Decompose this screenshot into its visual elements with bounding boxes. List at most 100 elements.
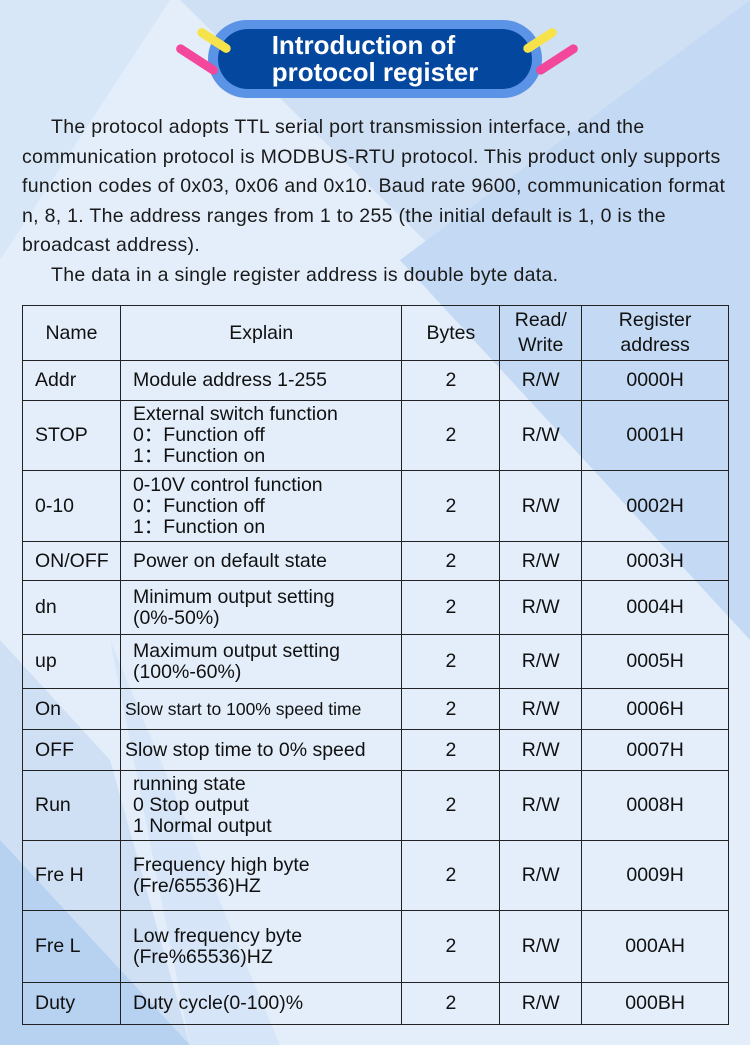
intro-paragraph-1: The protocol adopts TTL serial port tran… <box>22 116 726 256</box>
cell-read-write: R/W <box>499 400 583 471</box>
explain-line: 1：Function on <box>132 445 266 467</box>
intro-text: The protocol adopts TTL serial port tran… <box>22 113 730 290</box>
cell-name: Fre H <box>22 840 121 911</box>
header-addr-line-2: address <box>620 334 690 356</box>
cell-register-address: 0002H <box>581 470 729 542</box>
cell-register-address: 0003H <box>581 541 729 581</box>
table-row: Fre H Frequency high byte (Fre/65536)HZ 2 R/… <box>22 840 729 911</box>
cell-bytes: 2 <box>401 470 501 542</box>
title-banner-inner: Introduction of protocol register <box>218 29 532 89</box>
cell-bytes: 2 <box>401 580 501 635</box>
table-row: 0-10 0-10V control function 0：Function off… <box>22 470 729 542</box>
explain-line: Power on default state <box>132 549 327 572</box>
cell-read-write: R/W <box>499 634 583 689</box>
cell-register-address: 0006H <box>581 688 729 730</box>
cell-read-write: R/W <box>499 541 583 581</box>
explain-line: 0-10V control function <box>132 473 323 496</box>
cell-name: up <box>22 634 121 689</box>
cell-register-address: 0000H <box>581 360 729 401</box>
cell-explain: 0-10V control function 0：Function off 1：Fu… <box>119 470 403 542</box>
title-banner: Introduction of protocol register <box>208 20 542 98</box>
cell-bytes: 2 <box>401 910 501 983</box>
cell-bytes: 2 <box>401 400 501 471</box>
explain-line: (100%-60%) <box>132 660 242 683</box>
cell-name: OFF <box>22 729 121 771</box>
cell-bytes: 2 <box>401 840 501 911</box>
cell-name: ON/OFF <box>22 541 121 581</box>
table-row: Addr Module address 1-255 2 R/W 0000H <box>22 360 729 401</box>
intro-paragraph-2: The data in a single register address is… <box>51 263 559 286</box>
table-row: STOP External switch function 0：Function o… <box>22 400 729 471</box>
cell-register-address: 0005H <box>581 634 729 689</box>
explain-line: (Fre%65536)HZ <box>132 945 273 968</box>
table-row: OFF Slow stop time to 0% speed 2 R/W 0007H <box>22 729 729 771</box>
cell-name: Duty <box>22 982 121 1025</box>
explain-line: (Fre/65536)HZ <box>132 874 261 897</box>
cell-register-address: 000BH <box>581 982 729 1025</box>
cell-explain: running state 0 Stop output 1 Normal outpu… <box>119 770 403 841</box>
header-read-write: Read/Write <box>499 305 583 361</box>
page-title: Introduction of protocol register <box>272 32 479 86</box>
cell-explain: Module address 1-255 <box>119 360 403 401</box>
table-row: Duty Duty cycle(0-100)% 2 R/W 000BH <box>22 982 729 1025</box>
explain-line: Duty cycle(0-100)% <box>132 992 304 1014</box>
cell-read-write: R/W <box>499 840 583 911</box>
table-row: dn Minimum output setting (0%-50%) 2 R/W 0004… <box>22 580 729 635</box>
explain-line: 0：Function off <box>132 494 265 517</box>
explain-line: Low frequency byte <box>132 924 303 947</box>
cell-name: STOP <box>22 400 121 471</box>
table-header-row: Name Explain Bytes Read/Write Register ad… <box>22 305 729 361</box>
cell-read-write: R/W <box>499 910 583 983</box>
header-rw-line-2: Write <box>518 334 564 356</box>
cell-bytes: 2 <box>401 360 501 401</box>
header-addr-line-1: Register <box>618 309 692 331</box>
header-register-address: Register address <box>581 305 729 361</box>
cell-explain: Duty cycle(0-100)% <box>119 982 403 1025</box>
header-name: Name <box>22 305 121 361</box>
explain-line: Slow stop time to 0% speed <box>124 738 366 761</box>
cell-read-write: R/W <box>499 688 583 730</box>
cell-bytes: 2 <box>401 688 501 730</box>
explain-line: Minimum output setting <box>132 585 335 608</box>
cell-explain: Low frequency byte (Fre%65536)HZ <box>119 910 403 983</box>
cell-register-address: 0001H <box>581 400 729 471</box>
cell-register-address: 000AH <box>581 910 729 983</box>
cell-read-write: R/W <box>499 729 583 771</box>
cell-bytes: 2 <box>401 634 501 689</box>
cell-name: dn <box>22 580 121 635</box>
cell-explain: Power on default state <box>119 541 403 581</box>
cell-explain: Minimum output setting (0%-50%) <box>119 580 403 635</box>
cell-register-address: 0007H <box>581 729 729 771</box>
explain-line: 1：Function on <box>132 515 266 538</box>
cell-name: Addr <box>22 360 121 401</box>
cell-name: Run <box>22 770 121 841</box>
cell-explain: External switch function 0：Function off 1：… <box>119 400 403 471</box>
cell-read-write: R/W <box>499 360 583 401</box>
explain-line: 1 Normal output <box>132 815 272 837</box>
table-row: Run running state 0 Stop output 1 Normal ou… <box>22 770 729 841</box>
header-rw-line-1: Read/ <box>514 309 567 331</box>
table-row: Fre L Low frequency byte (Fre%65536)HZ 2 R/W… <box>22 910 729 983</box>
cell-explain: Slow start to 100% speed time <box>119 688 403 730</box>
explain-line: Slow start to 100% speed time <box>124 698 362 719</box>
cell-name: 0-10 <box>22 470 121 542</box>
table-row: up Maximum output setting (100%-60%) 2 R/W 00… <box>22 634 729 689</box>
cell-read-write: R/W <box>499 580 583 635</box>
table-row: On Slow start to 100% speed time 2 R/W 0006H <box>22 688 729 730</box>
explain-line: External switch function <box>132 403 338 425</box>
header-explain: Explain <box>119 305 403 361</box>
table-row: ON/OFF Power on default state 2 R/W 0003H <box>22 541 729 581</box>
cell-read-write: R/W <box>499 770 583 841</box>
cell-bytes: 2 <box>401 770 501 841</box>
explain-line: 0 Stop output <box>132 794 249 816</box>
cell-read-write: R/W <box>499 470 583 542</box>
explain-line: (0%-50%) <box>132 606 220 629</box>
header-bytes: Bytes <box>401 305 501 361</box>
cell-explain: Maximum output setting (100%-60%) <box>119 634 403 689</box>
cell-bytes: 2 <box>401 729 501 771</box>
cell-bytes: 2 <box>401 541 501 581</box>
cell-read-write: R/W <box>499 982 583 1025</box>
explain-line: Module address 1-255 <box>132 369 327 391</box>
explain-line: Frequency high byte <box>132 853 310 876</box>
title-line-1: Introduction of <box>271 30 456 60</box>
